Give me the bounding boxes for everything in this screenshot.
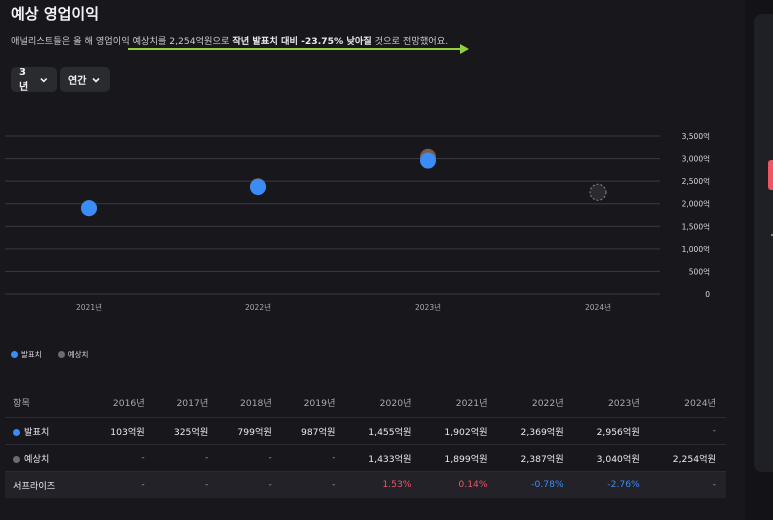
table-cell: - [204,452,209,463]
y-tick-label: 1,000억 [682,245,710,254]
chart-points [81,148,607,217]
actual-point [81,200,97,217]
table-cell: - [712,425,716,436]
chart-y-ticks: 3,500억 3,000억 2,500억 2,000억 1,500억 1,000억 500억… [682,132,711,299]
table-header-cell: 2023년 [607,398,640,410]
legend-label-actual: 발표치 [21,350,42,359]
y-tick-label: 3,500억 [682,132,710,141]
table-cell: 1,455억원 [368,426,412,438]
row-label-surprise: 서프라이즈 [5,471,92,498]
table-cell: -2.76% [573,471,650,498]
x-tick-label: 2022년 [245,302,271,312]
actual-point [250,179,266,196]
table-cell: - [154,471,219,498]
table-cell: -0.78% [497,471,574,498]
table-cell: 2,369억원 [520,426,564,438]
legend-item-actual: 발표치 [11,349,42,360]
table-cell: - [268,452,272,463]
chart-legend: 발표치 예상치 [11,349,104,360]
table-cell: 987억원 [300,426,336,438]
x-tick-label: 2024년 [585,302,611,312]
estimate-dot-icon [13,455,20,463]
table-cell: - [332,452,336,463]
table-cell: 0.14% [421,471,498,498]
table-header-cell: 2018년 [240,398,272,410]
period-dropdown[interactable]: 3년 [11,66,57,93]
table-cell: 799억원 [237,426,272,438]
table-cell: 1,899억원 [444,453,488,465]
summary-highlight: 작년 발표치 대비 -23.75% 낮아질 [232,36,372,47]
adjacent-accent [768,160,773,190]
table-cell: 325억원 [173,426,209,438]
y-tick-label: 500억 [689,267,710,276]
chart-grid [5,135,660,295]
table-header-cell: 2017년 [176,398,209,410]
table-cell: 1.53% [345,471,422,498]
table-cell: 1,902억원 [444,426,488,438]
table-row-surprise: 서프라이즈 - - - - 1.53% 0.14% -0.78% -2.76% … [5,471,726,498]
table-cell: 2,956억원 [596,426,640,438]
summary-text: 애널리스트들은 올 해 영업이익 예상치를 2,254억원으로 작년 발표치 대… [11,33,448,47]
x-tick-label: 2021년 [76,302,102,312]
table-cell: - [649,471,726,498]
row-label-text: 발표치 [24,426,50,438]
table-cell: - [91,471,155,498]
table-header-cell: 2019년 [303,398,336,410]
table-row-estimate: 예상치 - - - - 1,433억원 1,899억원 2,387억원 3,04… [5,444,726,471]
table-cell: 1,433억원 [368,453,412,465]
y-tick-label: 2,000억 [682,200,710,209]
chart-x-ticks: 2021년 2022년 2023년 2024년 [76,302,611,312]
operating-profit-panel: 예상 영업이익 애널리스트들은 올 해 영업이익 예상치를 2,254억원으로 … [5,5,726,498]
operating-profit-chart: 3,500억 3,000억 2,500억 2,000억 1,500억 1,000억 500억… [5,132,711,312]
summary-pre: 애널리스트들은 올 해 영업이익 예상치를 2,254억원으로 [11,36,233,47]
period-value: 3년 [19,66,29,93]
table-cell: - [218,471,282,498]
chevron-down-icon [92,77,100,83]
legend-label-estimate: 예상치 [67,350,89,359]
table-cell: - [141,452,145,463]
page-title: 예상 영업이익 [11,5,100,23]
table-header-cell: 2021년 [455,398,488,410]
y-tick-label: 3,000억 [682,155,710,164]
x-tick-label: 2023년 [415,302,441,312]
table-cell: 2,387억원 [520,453,564,465]
summary-post: 것으로 전망했어요. [371,36,449,47]
adjacent-marker [771,234,773,236]
table-cell: 2,254억원 [672,453,716,465]
table-cell: - [281,471,346,498]
table-header-row: 항목 2016년 2017년 2018년 2019년 2020년 2021년 2… [5,388,726,417]
y-tick-label: 1,500억 [682,222,710,231]
highlight-arrow-icon [128,44,469,54]
y-tick-label: 0 [705,290,710,299]
operating-profit-table: 항목 2016년 2017년 2018년 2019년 2020년 2021년 2… [5,388,726,498]
table-row-actual: 발표치 103억원 325억원 799억원 987억원 1,455억원 1,90… [5,417,726,444]
table-header-cell: 2016년 [112,398,145,410]
y-tick-label: 2,500억 [682,177,710,186]
actual-dot-icon [13,428,20,436]
table-header-cell: 항목 [13,398,30,410]
table-cell: 103억원 [110,426,145,438]
table-header-cell: 2020년 [379,398,412,410]
row-label-text: 예상치 [24,453,50,465]
frequency-value: 연간 [68,76,87,87]
table-header-cell: 2024년 [684,398,716,410]
estimate-point [589,183,607,201]
chevron-down-icon [40,77,48,83]
adjacent-card [754,14,773,472]
legend-item-estimate: 예상치 [57,349,89,360]
legend-swatch-actual [11,351,18,358]
legend-swatch-estimate [57,351,65,358]
row-label-actual: 발표치 [5,417,91,444]
row-label-estimate: 예상치 [5,444,91,471]
table-header-cell: 2022년 [531,398,564,410]
frequency-dropdown[interactable]: 연간 [60,67,110,92]
actual-point [420,152,436,169]
table-cell: 3,040억원 [596,453,640,465]
